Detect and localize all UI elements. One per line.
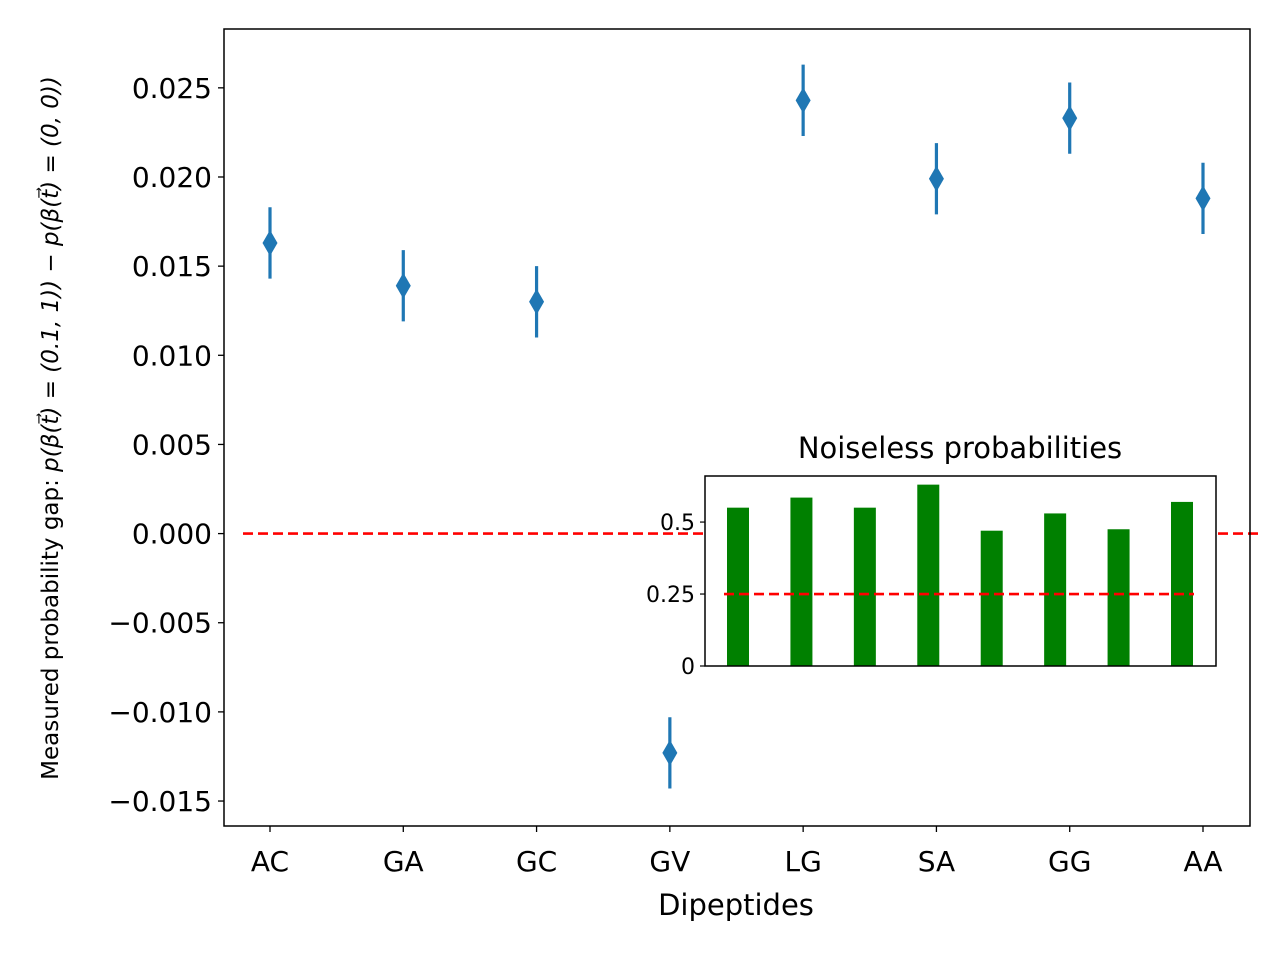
inset-bar-ga [790,497,813,666]
data-point-aa [1195,185,1211,212]
y-tick-label: −0.010 [108,696,212,729]
y-tick-label: −0.005 [108,607,212,640]
inset-bar-aa [1171,501,1193,666]
inset-background [705,476,1216,666]
y-axis-label: Measured probability gap: p(β(t⃗) = (0.1… [36,76,64,780]
y-tick-label: 0.020 [132,161,212,194]
x-tick-label-gc: GC [516,845,557,878]
inset-y-tick-label: 0 [681,655,695,680]
inset-bar-ac [727,507,749,666]
inset-y-tick-label: 0.25 [646,583,695,608]
x-tick-label-ga: GA [383,845,424,878]
inset-bar-gv [917,484,940,666]
x-tick-label-lg: LG [784,845,821,878]
x-tick-label-gg: GG [1048,845,1091,878]
inset-bars-group [727,484,1193,666]
x-tick-label-aa: AA [1183,845,1222,878]
y-tick-label: 0.005 [132,428,212,461]
x-tick-label-ac: AC [251,845,289,878]
data-point-ac [262,229,278,256]
inset-bar-gg [1107,529,1130,666]
inset-y-axis-ticks: 0 0.25 0.5 [646,511,705,680]
inset-plot-frame [704,475,1217,667]
data-point-gc [529,288,545,315]
data-point-sa [928,165,944,192]
main-x-axis-ticks: AC GA GC GV LG SA GG AA [251,826,1223,878]
y-tick-label: 0.025 [132,72,212,105]
y-tick-label: 0.015 [132,250,212,283]
y-tick-label: 0.000 [132,518,212,551]
inset-y-tick-label: 0.5 [660,511,695,536]
inset-bar-gc [853,507,876,666]
data-point-gg [1062,105,1078,132]
data-point-ga [395,272,411,299]
inset-bar-sa [1044,513,1067,666]
main-data-points-group [262,64,1211,789]
main-y-axis-ticks: −0.015 −0.010 −0.005 0.000 0.005 0.010 0.015 0.… [108,72,224,818]
y-axis-label-prefix: Measured probability gap: [38,472,64,780]
x-axis-label: Dipeptides [658,888,814,922]
x-tick-label-sa: SA [918,845,955,878]
inset-title: Noiseless probabilities [798,431,1122,465]
data-point-gv [662,739,678,766]
x-tick-label-gv: GV [649,845,690,878]
data-point-lg [795,87,811,114]
y-axis-label-math: p(β(t⃗) = (0.1, 1)) − p(β(t⃗) = (0, 0)) [36,76,64,473]
y-tick-label: 0.010 [132,339,212,372]
y-tick-label: −0.015 [108,785,212,818]
main-plot-frame [223,28,1251,827]
inset-bar-lg [980,530,1003,666]
